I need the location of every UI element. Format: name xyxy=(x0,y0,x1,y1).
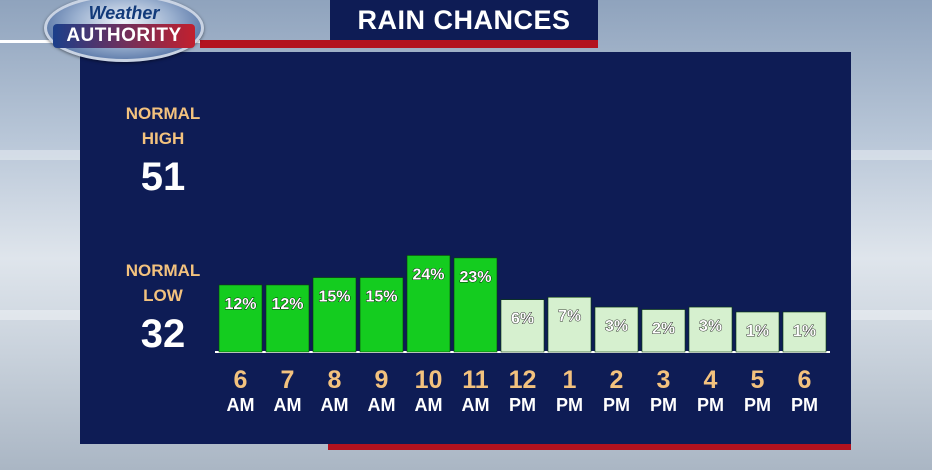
normal-high-value: 51 xyxy=(140,155,186,199)
x-tick-period: PM xyxy=(650,395,677,415)
bar-value-label: 7% xyxy=(558,308,581,325)
x-tick-hour: 5 xyxy=(751,366,765,394)
bar-value-label: 12% xyxy=(271,296,303,313)
x-tick-period: AM xyxy=(321,395,349,415)
bar-6-am xyxy=(218,284,263,353)
x-tick-hour: 2 xyxy=(610,366,624,394)
normal-high-label-2: HIGH xyxy=(141,129,185,148)
x-tick-hour: 7 xyxy=(281,366,295,394)
x-tick-period: AM xyxy=(274,395,302,415)
x-tick-hour: 6 xyxy=(798,366,812,394)
x-tick-hour: 11 xyxy=(462,366,489,394)
bar-value-label: 3% xyxy=(699,318,722,335)
chart-panel xyxy=(80,52,851,444)
x-tick-hour: 6 xyxy=(234,366,248,394)
bar-2-pm xyxy=(594,306,639,353)
bar-value-label: 6% xyxy=(511,311,534,328)
logo-text-weather: Weather xyxy=(88,3,160,23)
normal-low-label-1: NORMAL xyxy=(125,261,201,280)
normal-low-value: 32 xyxy=(140,312,186,356)
bar-value-label: 15% xyxy=(365,289,397,306)
x-tick-hour: 3 xyxy=(657,366,671,394)
bar-value-label: 1% xyxy=(746,323,769,340)
logo-text-authority: AUTHORITY xyxy=(53,24,195,48)
bar-4-pm xyxy=(688,306,733,353)
bar-value-label: 12% xyxy=(224,296,256,313)
bar-value-label: 1% xyxy=(793,323,816,340)
x-tick-period: AM xyxy=(227,395,255,415)
x-tick-period: AM xyxy=(415,395,443,415)
chart-title: RAIN CHANCES xyxy=(330,0,598,40)
bar-value-label: 3% xyxy=(605,318,628,335)
x-tick-hour: 10 xyxy=(415,366,443,394)
normal-low-label-2: LOW xyxy=(143,286,183,305)
normal-high-label-1: NORMAL xyxy=(125,104,201,123)
x-tick-hour: 1 xyxy=(563,366,577,394)
bar-10-am xyxy=(406,255,451,353)
bar-value-label: 15% xyxy=(318,289,350,306)
x-tick-hour: 4 xyxy=(704,366,718,394)
x-tick-hour: 8 xyxy=(328,366,342,394)
x-tick-period: PM xyxy=(697,395,724,415)
bar-8-am xyxy=(312,277,357,353)
weather-authority-logo: Weather AUTHORITY xyxy=(44,0,204,62)
x-tick-period: PM xyxy=(556,395,583,415)
title-accent-bar xyxy=(200,40,598,48)
bar-9-am xyxy=(359,277,404,353)
bar-1-pm xyxy=(547,296,592,353)
bar-5-pm xyxy=(735,311,780,353)
x-tick-period: AM xyxy=(462,395,490,415)
x-tick-period: AM xyxy=(368,395,396,415)
x-tick-period: PM xyxy=(603,395,630,415)
x-tick-hour: 9 xyxy=(375,366,389,394)
bottom-accent-bar xyxy=(328,444,851,450)
bar-12-pm xyxy=(500,299,545,353)
bar-value-label: 23% xyxy=(459,269,491,286)
x-tick-period: PM xyxy=(744,395,771,415)
bar-value-label: 24% xyxy=(412,266,444,283)
x-tick-period: PM xyxy=(791,395,818,415)
bar-11-am xyxy=(453,257,498,353)
bar-7-am xyxy=(265,284,310,353)
x-tick-hour: 12 xyxy=(509,366,537,394)
bar-value-label: 2% xyxy=(652,321,675,338)
bar-3-pm xyxy=(641,309,686,353)
x-tick-period: PM xyxy=(509,395,536,415)
bar-6-pm xyxy=(782,311,827,353)
